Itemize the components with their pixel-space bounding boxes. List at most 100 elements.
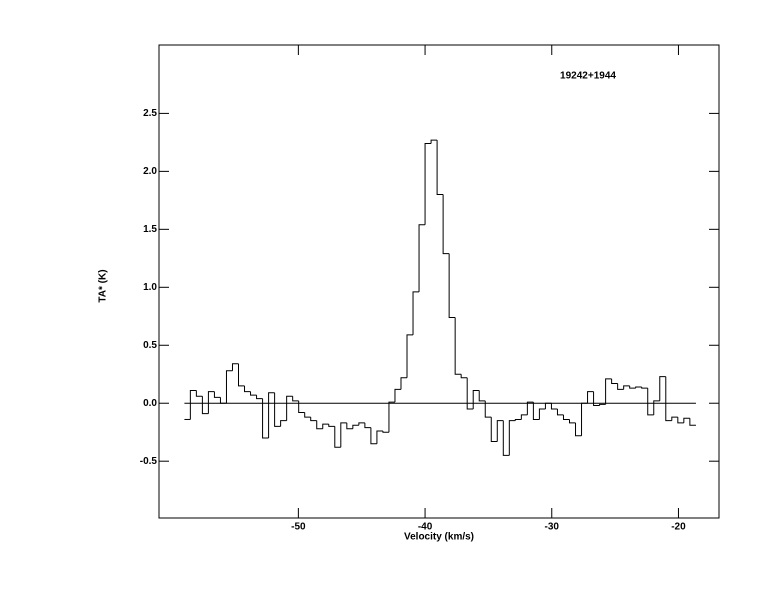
spectrum-step	[436, 140, 444, 196]
spectrum-step	[550, 403, 558, 410]
spectrum-step	[562, 414, 570, 420]
annotation: 19242+1944	[560, 71, 616, 82]
spectrum-step	[400, 377, 408, 390]
spectrum-step	[231, 363, 239, 371]
spectrum-step	[213, 391, 221, 398]
spectrum-step	[677, 417, 684, 424]
spectrum-step	[556, 409, 564, 416]
spectrum-step	[376, 430, 383, 444]
y-tick-label: 2.5	[143, 108, 157, 119]
spectrum-step	[370, 427, 377, 445]
spectrum-step	[225, 370, 233, 404]
spectrum-step	[502, 420, 510, 456]
spectrum-step	[466, 377, 474, 410]
spectrum-step	[605, 378, 612, 405]
spectrum-step	[195, 390, 203, 397]
spectrum-step	[484, 400, 492, 418]
spectrum-step	[659, 376, 666, 401]
y-tick-label: 0.5	[143, 340, 157, 351]
spectrum-step	[532, 402, 540, 420]
spectrum-step	[683, 417, 690, 423]
spectrum-step	[689, 418, 696, 426]
spectrum-step	[298, 400, 305, 414]
spectrum-step	[238, 363, 245, 387]
y-tick-label: 0.0	[143, 398, 157, 409]
y-tick-label: 1.5	[143, 224, 157, 235]
x-tick-label: -20	[671, 522, 686, 533]
spectrum-step	[280, 420, 287, 427]
spectrum-step	[262, 398, 269, 439]
spectrum-step	[490, 417, 498, 442]
spectrum-step	[201, 396, 209, 415]
spectrum-step	[617, 383, 624, 390]
spectrum-step	[526, 401, 534, 415]
spectrum-step	[322, 423, 329, 429]
spectrum-step	[472, 389, 480, 410]
spectrum-step	[406, 334, 414, 378]
spectrum-step	[623, 385, 630, 390]
spectrum-step	[334, 426, 341, 448]
spectrum-step	[442, 194, 450, 255]
plot-frame	[158, 44, 720, 519]
spectrum-step	[352, 424, 359, 429]
spectrum-step	[575, 422, 582, 437]
y-tick-label: 1.0	[143, 282, 157, 293]
spectrum-step	[189, 389, 197, 420]
y-tick-label: -0.5	[140, 456, 158, 467]
spectrum-step	[454, 317, 462, 375]
spectrum-step	[448, 253, 456, 318]
spectrum-step	[496, 420, 504, 442]
spectrum-step	[244, 385, 251, 393]
spectrum-step	[538, 408, 546, 420]
x-tick-label: -40	[418, 522, 433, 533]
spectrum-step	[412, 291, 420, 335]
spectrum-step	[256, 395, 263, 400]
spectrum-step	[647, 388, 654, 416]
spectrum-step	[508, 420, 516, 456]
spectrum-step	[286, 395, 293, 421]
x-axis-label: Velocity (km/s)	[404, 532, 474, 543]
spectrum-step	[587, 391, 594, 404]
spectrum-step	[544, 402, 552, 410]
y-tick-label: 2.0	[143, 166, 157, 177]
spectrum-step	[460, 374, 468, 379]
spectrum-step	[328, 424, 335, 427]
spectrum-step	[340, 422, 347, 448]
spectrum-step	[364, 422, 371, 429]
spectrum-step	[388, 401, 395, 433]
spectrum-step	[478, 390, 486, 402]
spectrum-step	[268, 392, 275, 439]
spectrum-step	[629, 385, 636, 389]
spectrum-step	[568, 419, 576, 424]
spectrum-step	[599, 403, 606, 406]
spectrum-step	[250, 391, 257, 396]
y-axis-label: TA* (K)	[98, 269, 109, 302]
spectrum-step	[316, 420, 323, 430]
x-tick-label: -50	[291, 522, 306, 533]
spectrum-step	[430, 139, 438, 144]
x-tick-label: -30	[545, 522, 560, 533]
spectrum-step	[418, 224, 426, 292]
spectrum-step	[358, 422, 365, 426]
spectrum-step	[424, 143, 432, 225]
spectrum-step	[514, 418, 522, 421]
spectrum-step	[219, 397, 227, 404]
spectrum-step	[520, 414, 528, 420]
spectrum-step	[304, 412, 311, 418]
spectrum-step	[665, 376, 672, 422]
spectrum-step	[394, 388, 401, 403]
spectrum-step	[635, 386, 642, 389]
spectrum-step	[593, 391, 600, 407]
spectrum-step	[641, 386, 648, 389]
spectrum-step	[292, 396, 299, 402]
spectrum-step	[346, 422, 353, 430]
spectrum-step	[274, 392, 281, 427]
spectrum-step	[653, 400, 660, 415]
spectrum-step	[611, 378, 618, 385]
spectrum-step	[581, 402, 588, 436]
spectrum-step	[310, 417, 317, 422]
spectrum-step	[671, 416, 678, 421]
spectrum-step	[207, 391, 215, 414]
spectrum-step	[382, 431, 389, 433]
